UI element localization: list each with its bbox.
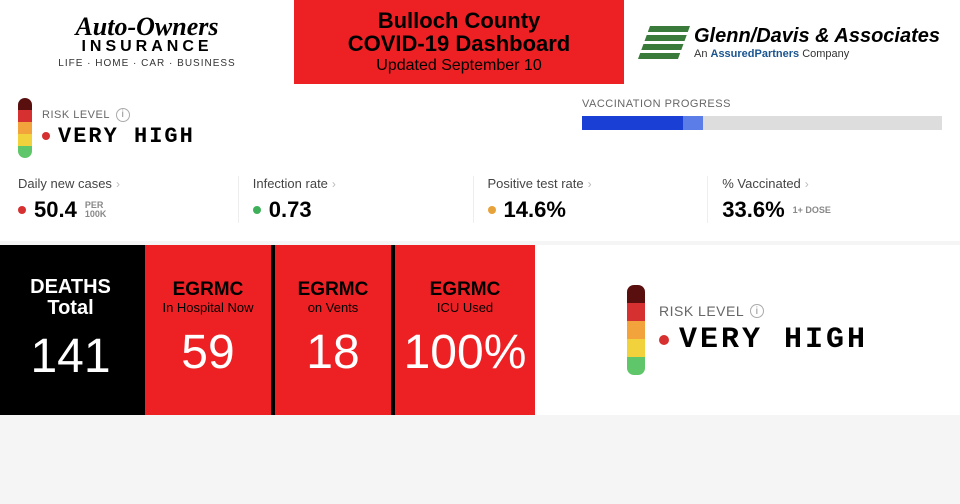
risk-dot-icon (42, 132, 50, 140)
metric-dot-icon (253, 206, 261, 214)
chevron-right-icon: › (588, 177, 592, 191)
metric-3: % Vaccinated› 33.6%1+ DOSE (722, 176, 942, 223)
metric-label[interactable]: Positive test rate› (488, 176, 694, 191)
sponsor-right: Glenn/Davis & Associates An AssuredPartn… (624, 0, 960, 84)
metric-value: 14.6% (488, 197, 694, 223)
glenn-davis-icon (638, 26, 690, 59)
metric-label[interactable]: Daily new cases› (18, 176, 224, 191)
stat-hospital-value: 59 (181, 325, 234, 380)
risk-value: VERY HIGH (42, 124, 195, 149)
metric-label[interactable]: Infection rate› (253, 176, 459, 191)
banner-subtitle: Updated September 10 (376, 57, 541, 75)
title-banner: Bulloch County COVID-19 Dashboard Update… (294, 0, 624, 84)
glenn-davis-sub: An AssuredPartners Company (694, 48, 940, 60)
metrics-row: Daily new cases› 50.4PER100K Infection rat… (0, 166, 960, 241)
metric-1: Infection rate› 0.73 (253, 176, 474, 223)
stat-vents: EGRMC on Vents 18 (275, 245, 395, 415)
metric-label[interactable]: % Vaccinated› (722, 176, 928, 191)
risk-meter-icon (627, 285, 645, 375)
header: Auto-Owners INSURANCE LIFE · HOME · CAR … (0, 0, 960, 84)
stats-row: DEATHS Total 141 EGRMC In Hospital Now 5… (0, 245, 960, 415)
risk-value: VERY HIGH (659, 323, 868, 357)
auto-owners-sub: INSURANCE (81, 38, 212, 56)
vax-caption: VACCINATION PROGRESS (582, 98, 942, 110)
risk-vax-row: RISK LEVEL i VERY HIGH VACCINATION PROGR… (0, 84, 960, 166)
vaccination-panel: VACCINATION PROGRESS (582, 98, 942, 158)
chevron-right-icon: › (116, 177, 120, 191)
risk-meter-icon (18, 98, 32, 158)
stat-icu: EGRMC ICU Used 100% (395, 245, 535, 415)
metric-2: Positive test rate› 14.6% (488, 176, 709, 223)
banner-title-l2: COVID-19 Dashboard (348, 32, 571, 55)
stat-icu-value: 100% (404, 325, 527, 380)
risk-caption: RISK LEVEL i (42, 108, 195, 122)
metric-0: Daily new cases› 50.4PER100K (18, 176, 239, 223)
chevron-right-icon: › (332, 177, 336, 191)
vax-full-fill (582, 116, 683, 130)
info-icon[interactable]: i (750, 304, 764, 318)
metric-unit: PER100K (85, 201, 107, 219)
glenn-davis-name: Glenn/Davis & Associates (694, 25, 940, 48)
info-icon[interactable]: i (116, 108, 130, 122)
vax-progress-bar (582, 116, 942, 130)
risk-caption: RISK LEVEL i (659, 303, 868, 319)
metric-value: 33.6%1+ DOSE (722, 197, 928, 223)
stat-deaths: DEATHS Total 141 (0, 245, 145, 415)
stat-deaths-value: 141 (30, 329, 110, 384)
auto-owners-logo: Auto-Owners (75, 15, 218, 38)
risk-level-panel-large: RISK LEVEL i VERY HIGH (535, 245, 960, 415)
auto-owners-cats: LIFE · HOME · CAR · BUSINESS (58, 58, 235, 69)
metric-value: 50.4PER100K (18, 197, 224, 223)
sponsor-left: Auto-Owners INSURANCE LIFE · HOME · CAR … (0, 0, 294, 84)
banner-title-l1: Bulloch County (378, 9, 541, 32)
metric-dot-icon (488, 206, 496, 214)
chevron-right-icon: › (805, 177, 809, 191)
metric-value: 0.73 (253, 197, 459, 223)
risk-level-panel: RISK LEVEL i VERY HIGH (18, 98, 572, 158)
risk-dot-icon (659, 335, 669, 345)
metric-dot-icon (18, 206, 26, 214)
metric-unit: 1+ DOSE (793, 206, 831, 215)
stat-vents-value: 18 (306, 325, 359, 380)
stat-hospital: EGRMC In Hospital Now 59 (145, 245, 275, 415)
